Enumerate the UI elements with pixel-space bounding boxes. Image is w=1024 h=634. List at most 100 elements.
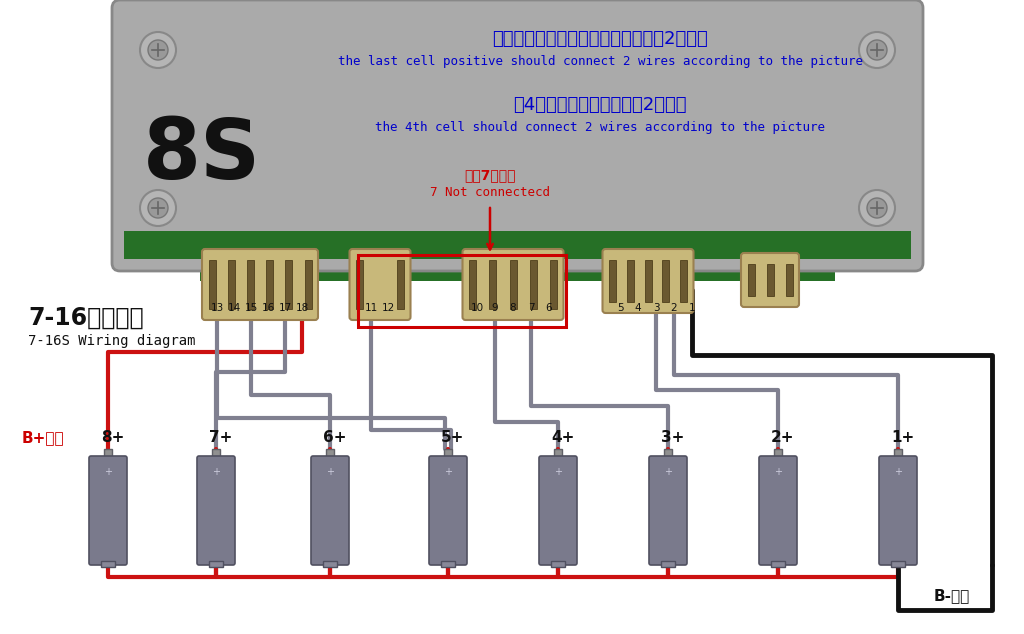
FancyBboxPatch shape	[741, 253, 799, 307]
Bar	[785, 264, 793, 296]
Text: +: +	[664, 467, 672, 477]
FancyBboxPatch shape	[602, 249, 693, 313]
Bar	[209, 561, 223, 567]
Bar	[212, 449, 220, 459]
Text: 8S: 8S	[143, 115, 261, 197]
FancyBboxPatch shape	[202, 249, 318, 320]
Text: +: +	[326, 467, 334, 477]
Bar	[124, 231, 911, 259]
Bar	[748, 264, 755, 296]
FancyBboxPatch shape	[311, 456, 349, 565]
Text: 3+: 3+	[662, 430, 685, 445]
Text: 7-16串接线图: 7-16串接线图	[28, 306, 143, 330]
Text: 3: 3	[652, 303, 659, 313]
Bar	[550, 260, 557, 309]
Text: 5+: 5+	[441, 430, 465, 445]
Bar	[771, 561, 785, 567]
Bar	[358, 255, 566, 327]
Circle shape	[140, 190, 176, 226]
Text: 最后一串电池总正极上要接如图对应2条排线: 最后一串电池总正极上要接如图对应2条排线	[493, 30, 708, 48]
Bar	[891, 561, 905, 567]
Text: 此处7根不接: 此处7根不接	[464, 168, 516, 182]
Circle shape	[867, 40, 887, 60]
Bar	[609, 260, 616, 302]
FancyBboxPatch shape	[649, 456, 687, 565]
Circle shape	[148, 198, 168, 218]
Circle shape	[148, 40, 168, 60]
Bar	[489, 260, 497, 309]
Text: 1+: 1+	[891, 430, 914, 445]
Bar	[286, 260, 292, 309]
Text: +: +	[894, 467, 902, 477]
Bar	[441, 561, 455, 567]
Bar	[554, 449, 562, 459]
Bar	[680, 260, 687, 302]
Text: 16: 16	[261, 303, 274, 313]
FancyBboxPatch shape	[112, 0, 923, 271]
Circle shape	[140, 32, 176, 68]
Text: 17: 17	[279, 303, 292, 313]
Text: +: +	[104, 467, 112, 477]
Bar	[356, 260, 362, 309]
Bar	[323, 561, 337, 567]
Bar	[551, 561, 565, 567]
Text: 4+: 4+	[551, 430, 574, 445]
Text: the 4th cell should connect 2 wires according to the picture: the 4th cell should connect 2 wires acco…	[375, 121, 825, 134]
Bar	[663, 260, 670, 302]
Circle shape	[867, 198, 887, 218]
FancyBboxPatch shape	[759, 456, 797, 565]
Text: 7: 7	[527, 303, 535, 313]
Text: 14: 14	[227, 303, 241, 313]
FancyBboxPatch shape	[463, 249, 563, 320]
Text: 8: 8	[510, 303, 516, 313]
Bar	[662, 561, 675, 567]
Bar	[894, 449, 902, 459]
Bar	[767, 264, 773, 296]
Text: 1: 1	[689, 303, 695, 313]
Text: 第4串电池上要接如图对应2条排线: 第4串电池上要接如图对应2条排线	[513, 96, 687, 114]
Text: B+总正: B+总正	[22, 430, 65, 445]
FancyBboxPatch shape	[349, 249, 411, 320]
Bar	[266, 260, 273, 309]
Bar	[510, 260, 516, 309]
Text: 2: 2	[671, 303, 677, 313]
Bar	[627, 260, 634, 302]
Text: B-总负: B-总负	[934, 588, 970, 603]
Bar	[326, 449, 334, 459]
Text: 7-16S Wiring diagram: 7-16S Wiring diagram	[28, 334, 196, 348]
Text: 13: 13	[210, 303, 223, 313]
Bar	[644, 260, 651, 302]
FancyBboxPatch shape	[539, 456, 577, 565]
Text: +: +	[554, 467, 562, 477]
FancyBboxPatch shape	[879, 456, 918, 565]
Text: 15: 15	[245, 303, 258, 313]
Bar	[104, 449, 112, 459]
Text: +: +	[212, 467, 220, 477]
Bar	[209, 260, 215, 309]
Bar	[444, 449, 452, 459]
Text: +: +	[444, 467, 452, 477]
Text: 6: 6	[546, 303, 552, 313]
Bar	[774, 449, 782, 459]
Bar	[529, 260, 537, 309]
Text: 2+: 2+	[771, 430, 795, 445]
Bar	[397, 260, 404, 309]
Text: 8+: 8+	[101, 430, 125, 445]
Text: 12: 12	[381, 303, 394, 313]
Bar	[101, 561, 115, 567]
Bar	[664, 449, 672, 459]
Bar	[469, 260, 476, 309]
Text: 4: 4	[635, 303, 641, 313]
Bar	[247, 260, 254, 309]
Text: 18: 18	[295, 303, 308, 313]
Text: 6+: 6+	[324, 430, 347, 445]
Text: the last cell positive should connect 2 wires according to the picture: the last cell positive should connect 2 …	[338, 55, 862, 68]
FancyBboxPatch shape	[429, 456, 467, 565]
FancyBboxPatch shape	[89, 456, 127, 565]
Circle shape	[859, 190, 895, 226]
Bar	[304, 260, 311, 309]
FancyBboxPatch shape	[197, 456, 234, 565]
Text: +: +	[774, 467, 782, 477]
Text: 10: 10	[470, 303, 483, 313]
Text: 9: 9	[492, 303, 499, 313]
